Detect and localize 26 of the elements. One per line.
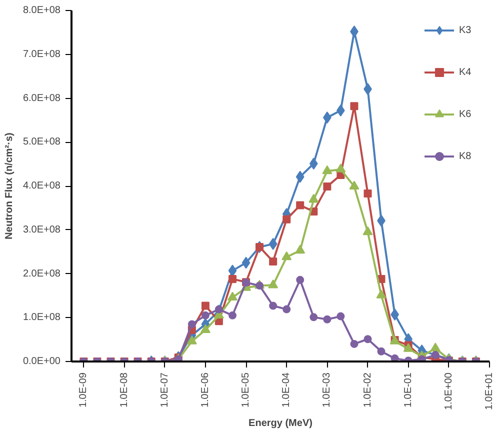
legend-label: K4 xyxy=(459,66,472,78)
y-tick-label: 4.0E+08 xyxy=(22,180,61,192)
x-tick-label: 1.0E-09 xyxy=(78,372,90,408)
y-tick-label: 1.0E+08 xyxy=(22,312,61,324)
x-tick-label: 1.0E-08 xyxy=(118,372,130,408)
x-tick-label: 1.0E-05 xyxy=(240,372,252,408)
x-tick-label: 1.0E-02 xyxy=(362,372,374,408)
x-tick-label: 1.0E-06 xyxy=(200,372,211,408)
y-tick-label: 7.0E+08 xyxy=(22,48,61,60)
legend-label: K8 xyxy=(459,150,472,162)
y-axis-title: Neutron Flux (n/cm²·s) xyxy=(4,132,15,240)
legend-label: K3 xyxy=(459,24,472,36)
y-tick-label: 6.0E+08 xyxy=(22,92,61,104)
x-tick-label: 1.0E-07 xyxy=(159,372,170,408)
x-tick-label: 1.0E+01 xyxy=(484,372,495,410)
x-axis-title: Energy (MeV) xyxy=(248,418,312,430)
x-tick-label: 1.0E-04 xyxy=(281,372,292,408)
x-tick-label: 1.0E+00 xyxy=(443,372,454,410)
y-tick-label: 5.0E+08 xyxy=(22,136,61,148)
y-tick-label: 2.0E+08 xyxy=(22,268,61,280)
x-tick-label: 1.0E-01 xyxy=(402,372,414,408)
legend-label: K6 xyxy=(459,108,472,120)
y-tick-label: 3.0E+08 xyxy=(22,224,61,236)
y-tick-label: 8.0E+08 xyxy=(22,5,61,16)
x-tick-label: 1.0E-03 xyxy=(322,372,333,408)
y-tick-label: 0.0E+00 xyxy=(22,356,61,367)
